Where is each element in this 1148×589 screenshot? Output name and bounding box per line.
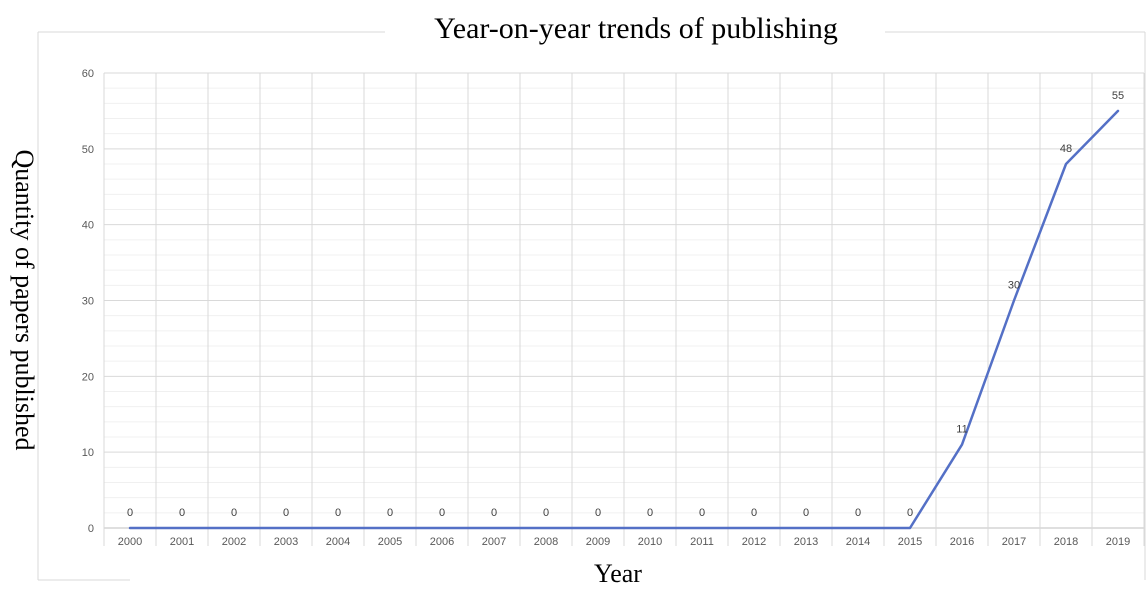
data-label: 0 [179, 507, 185, 519]
data-label: 0 [855, 507, 861, 519]
x-tick-label: 2016 [950, 536, 974, 548]
x-tick-label: 2012 [742, 536, 766, 548]
x-tick-label: 2001 [170, 536, 194, 548]
data-label: 0 [127, 507, 133, 519]
data-label: 0 [283, 507, 289, 519]
data-label: 0 [751, 507, 757, 519]
x-tick-label: 2011 [690, 536, 714, 548]
y-tick-label: 10 [82, 447, 94, 459]
x-tick-label: 2010 [638, 536, 662, 548]
series-line [128, 109, 1120, 530]
series-layer [128, 109, 1120, 530]
y-tick-label: 20 [82, 371, 94, 383]
y-tick-label: 40 [82, 220, 94, 232]
data-label: 30 [1008, 280, 1020, 292]
x-tick-label: 2019 [1106, 536, 1130, 548]
y-axis-title: Quantity of papers published [10, 149, 39, 450]
y-tick-label: 50 [82, 144, 94, 156]
data-label: 0 [595, 507, 601, 519]
x-tick-label: 2018 [1054, 536, 1078, 548]
y-tick-label: 30 [82, 296, 94, 308]
data-label: 0 [231, 507, 237, 519]
vertical-gridlines [103, 73, 1145, 546]
data-labels: 0 0 0 0 0 0 0 0 0 0 0 0 0 0 0 0 11 30 48 55 [127, 90, 1124, 519]
x-tick-label: 2014 [846, 536, 870, 548]
x-tick-label: 2017 [1002, 536, 1026, 548]
data-label: 0 [387, 507, 393, 519]
data-label: 0 [439, 507, 445, 519]
x-tick-label: 2013 [794, 536, 818, 548]
y-axis-ticks: 0 10 20 30 40 50 60 [82, 68, 94, 535]
data-label: 0 [803, 507, 809, 519]
x-tick-label: 2000 [118, 536, 142, 548]
data-label: 0 [907, 507, 913, 519]
chart-frame [37, 31, 1146, 581]
y-tick-label: 0 [88, 523, 94, 535]
x-tick-label: 2003 [274, 536, 298, 548]
data-label: 0 [491, 507, 497, 519]
x-tick-label: 2007 [482, 536, 506, 548]
x-axis-ticks: 2000 2001 2002 2003 2004 2005 2006 2007 2008 2009… [118, 536, 1130, 548]
x-axis-title: Year [594, 559, 642, 588]
data-label: 0 [543, 507, 549, 519]
data-label: 0 [335, 507, 341, 519]
data-label: 48 [1060, 143, 1072, 155]
data-label: 55 [1112, 90, 1124, 102]
x-tick-label: 2009 [586, 536, 610, 548]
chart-title: Year-on-year trends of publishing [434, 12, 838, 45]
data-label: 0 [699, 507, 705, 519]
x-tick-label: 2004 [326, 536, 350, 548]
data-label: 0 [647, 507, 653, 519]
x-tick-label: 2008 [534, 536, 558, 548]
x-tick-label: 2005 [378, 536, 402, 548]
data-label: 11 [956, 424, 967, 436]
y-tick-label: 60 [82, 68, 94, 80]
x-tick-label: 2015 [898, 536, 922, 548]
x-tick-label: 2002 [222, 536, 246, 548]
x-tick-label: 2006 [430, 536, 454, 548]
